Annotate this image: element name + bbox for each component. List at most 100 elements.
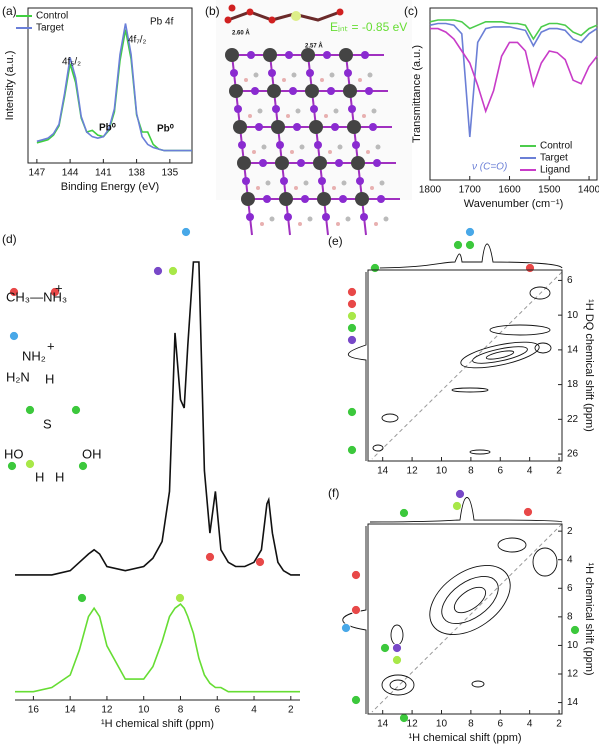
x-tick-label: 6: [214, 705, 220, 716]
x-tick-label: 147: [29, 168, 46, 179]
marker: [347, 323, 357, 333]
panel-label: (c): [404, 4, 418, 18]
atom: [369, 123, 377, 131]
marker: [570, 625, 580, 635]
annotation: H: [35, 469, 44, 484]
marker: [7, 461, 17, 471]
marker: [465, 227, 475, 237]
series-line: [36, 23, 192, 152]
assignment-markers: [7, 227, 580, 723]
y-tick-label: 18: [567, 379, 579, 390]
marker: [351, 570, 361, 580]
contour: [381, 413, 399, 423]
atom: [335, 159, 343, 167]
x-tick-label: 14: [65, 705, 77, 716]
marker: [9, 331, 19, 341]
contour: [460, 341, 540, 369]
annotation: CH₃—NH₃: [6, 289, 67, 304]
x-tick-label: 14: [377, 466, 389, 477]
atom: [348, 105, 356, 113]
atom: [284, 213, 292, 221]
marker: [380, 643, 390, 653]
atom: [293, 123, 301, 131]
atom: [242, 177, 250, 185]
marker: [77, 593, 87, 603]
atom: [295, 108, 301, 114]
atom: [301, 195, 309, 203]
x-tick-label: 4: [527, 719, 533, 730]
atom: [297, 159, 305, 167]
atom: [290, 150, 294, 154]
x-tick-label: 10: [138, 705, 150, 716]
x-tick-label: 12: [101, 705, 113, 716]
projection: [347, 272, 367, 461]
x-tick-label: 12: [407, 466, 419, 477]
marker: [392, 655, 402, 665]
y-tick-label: 10: [567, 310, 579, 321]
x-tick-label: 1700: [459, 185, 482, 196]
x-axis-title: Binding Energy (eV): [61, 181, 159, 193]
atom: [320, 78, 324, 82]
structure: [216, 0, 412, 236]
atom: [228, 4, 236, 12]
marker: [347, 335, 357, 345]
atom: [299, 144, 305, 150]
atom: [324, 114, 328, 118]
atom: [314, 141, 322, 149]
annotation: +: [47, 338, 55, 353]
atom: [332, 186, 336, 190]
x-tick-label: 6: [497, 466, 503, 477]
annotation: ν (C=O): [472, 162, 507, 173]
diagonal: [371, 523, 563, 713]
x-tick-label: 12: [407, 719, 419, 730]
atom: [301, 48, 315, 62]
atom: [289, 87, 297, 95]
atom: [323, 51, 331, 59]
ligand: [227, 10, 341, 22]
atom: [252, 150, 256, 154]
annotation: OH: [82, 446, 102, 461]
x-tick-label: 10: [436, 719, 448, 730]
contour: [534, 342, 552, 354]
annotation: Pb⁰: [99, 123, 116, 134]
atom: [383, 216, 389, 222]
marker: [255, 557, 265, 567]
series-line: [429, 22, 598, 138]
atom: [375, 144, 381, 150]
marker: [78, 461, 88, 471]
atom: [298, 222, 302, 226]
atom: [365, 87, 373, 95]
atom: [371, 108, 377, 114]
y-axis-title: Transmittance (a.u.): [411, 45, 423, 143]
atom: [352, 141, 360, 149]
annotation: H: [55, 469, 64, 484]
y-tick-label: 6: [567, 583, 573, 594]
y-tick-label: 26: [567, 449, 579, 460]
atom: [347, 120, 361, 134]
contours: [347, 243, 563, 461]
contour: [372, 444, 384, 452]
atom: [263, 195, 271, 203]
y-tick-label: 6: [567, 275, 573, 286]
atom: [305, 84, 319, 98]
atom: [331, 123, 339, 131]
marker: [525, 263, 535, 273]
atom: [309, 120, 323, 134]
atom: [317, 192, 331, 206]
x-tick-label: 141: [95, 168, 112, 179]
marker: [347, 445, 357, 455]
plot-frame: [367, 523, 563, 715]
contour: [472, 346, 528, 364]
atom: [336, 222, 340, 226]
y-tick-label: 12: [567, 669, 579, 680]
atom: [366, 150, 370, 154]
x-tick-label: 2: [556, 719, 562, 730]
annotation: H₂N: [6, 369, 30, 384]
series-line: [429, 19, 598, 41]
marker: [465, 240, 475, 250]
atom: [237, 156, 251, 170]
atom: [362, 114, 366, 118]
x-axis-title: ¹H chemical shift (ppm): [408, 732, 521, 744]
atom: [272, 105, 280, 113]
atom: [268, 69, 276, 77]
